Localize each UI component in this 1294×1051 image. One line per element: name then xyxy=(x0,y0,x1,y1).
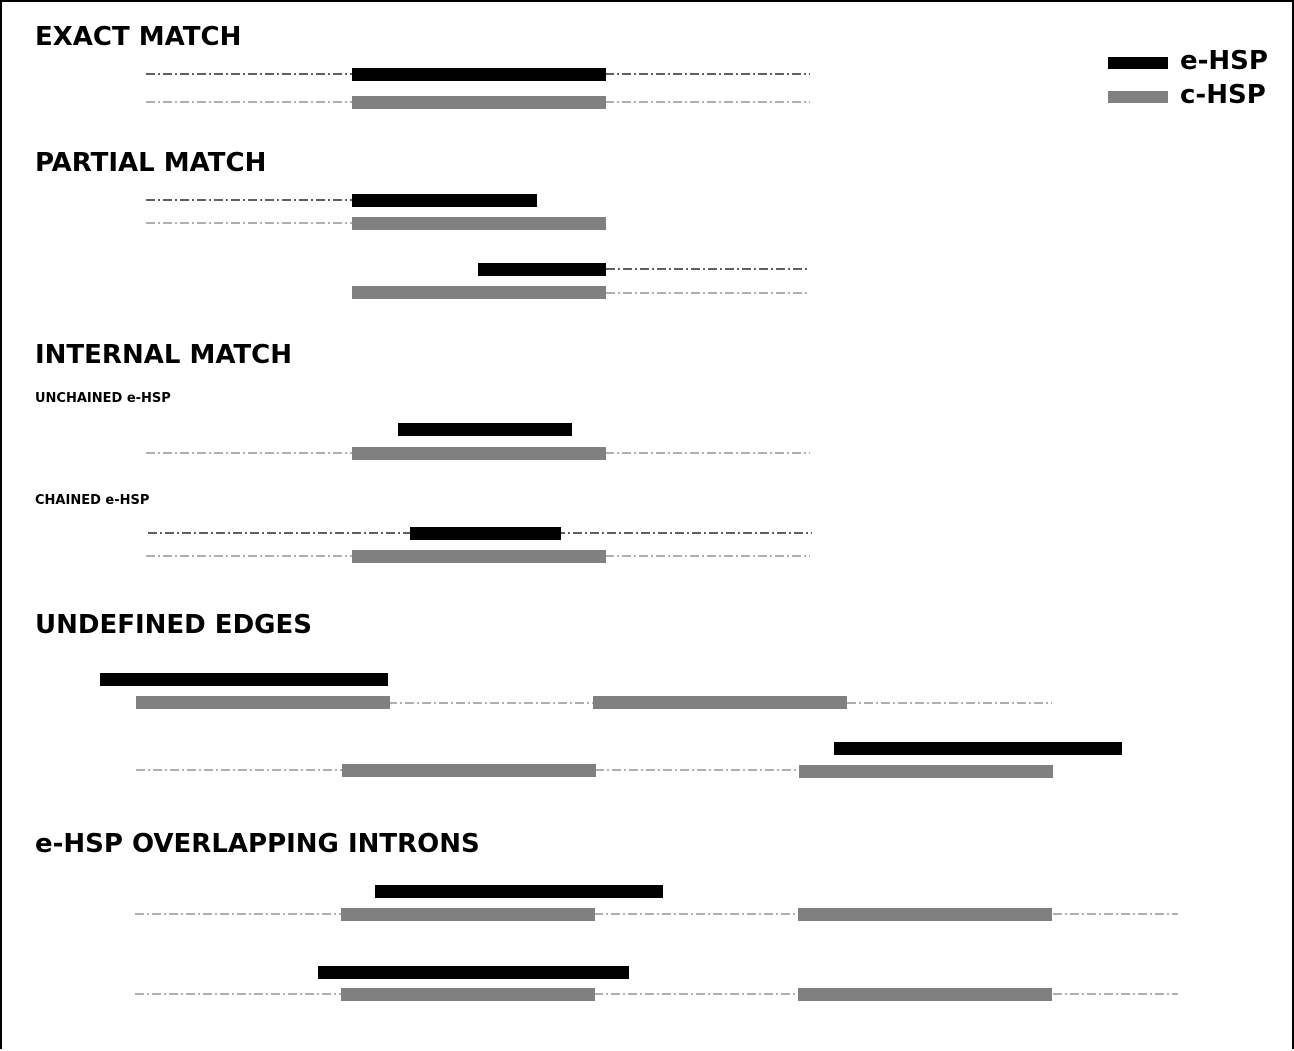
overlapping-introns-tracks xyxy=(135,885,1178,1001)
legend-swatch-c-hsp xyxy=(1108,91,1168,103)
e-hsp-bar xyxy=(352,68,606,81)
legend-item-e-hsp: e-HSP xyxy=(1108,46,1278,76)
legend: e-HSP c-HSP xyxy=(1108,46,1278,112)
c-hsp-bar xyxy=(341,908,595,921)
c-hsp-bar xyxy=(341,988,595,1001)
c-hsp-bar xyxy=(593,696,847,709)
section-title-internal-match: INTERNAL MATCH xyxy=(35,340,293,370)
c-hsp-bar xyxy=(342,764,596,777)
undefined-edges-tracks xyxy=(100,673,1122,778)
legend-item-c-hsp: c-HSP xyxy=(1108,80,1278,110)
c-hsp-bar xyxy=(352,550,606,563)
c-hsp-bar xyxy=(798,988,1052,1001)
c-hsp-bar xyxy=(352,96,606,109)
e-hsp-bar xyxy=(834,742,1122,755)
e-hsp-bar xyxy=(375,885,663,898)
e-hsp-bar xyxy=(100,673,388,686)
internal-match-tracks xyxy=(146,423,812,563)
c-hsp-bar xyxy=(352,217,606,230)
c-hsp-bar xyxy=(352,447,606,460)
c-hsp-bar xyxy=(352,286,606,299)
e-hsp-bar xyxy=(478,263,606,276)
c-hsp-bar xyxy=(798,908,1052,921)
legend-label-e-hsp: e-HSP xyxy=(1180,46,1268,76)
section-title-exact-match: EXACT MATCH xyxy=(35,22,242,52)
e-hsp-bar xyxy=(352,194,537,207)
section-title-overlapping-introns: e-HSP OVERLAPPING INTRONS xyxy=(35,829,480,859)
subsection-title-unchained: UNCHAINED e-HSP xyxy=(35,391,171,406)
e-hsp-bar xyxy=(318,966,629,979)
section-title-undefined-edges: UNDEFINED EDGES xyxy=(35,610,312,640)
e-hsp-bar xyxy=(410,527,561,540)
section-title-partial-match: PARTIAL MATCH xyxy=(35,148,267,178)
legend-label-c-hsp: c-HSP xyxy=(1180,80,1266,110)
c-hsp-bar xyxy=(799,765,1053,778)
c-hsp-bar xyxy=(136,696,390,709)
subsection-title-chained: CHAINED e-HSP xyxy=(35,493,150,508)
exact-match-tracks xyxy=(146,68,810,109)
legend-swatch-e-hsp xyxy=(1108,57,1168,69)
e-hsp-bar xyxy=(398,423,572,436)
partial-match-tracks xyxy=(146,194,810,299)
